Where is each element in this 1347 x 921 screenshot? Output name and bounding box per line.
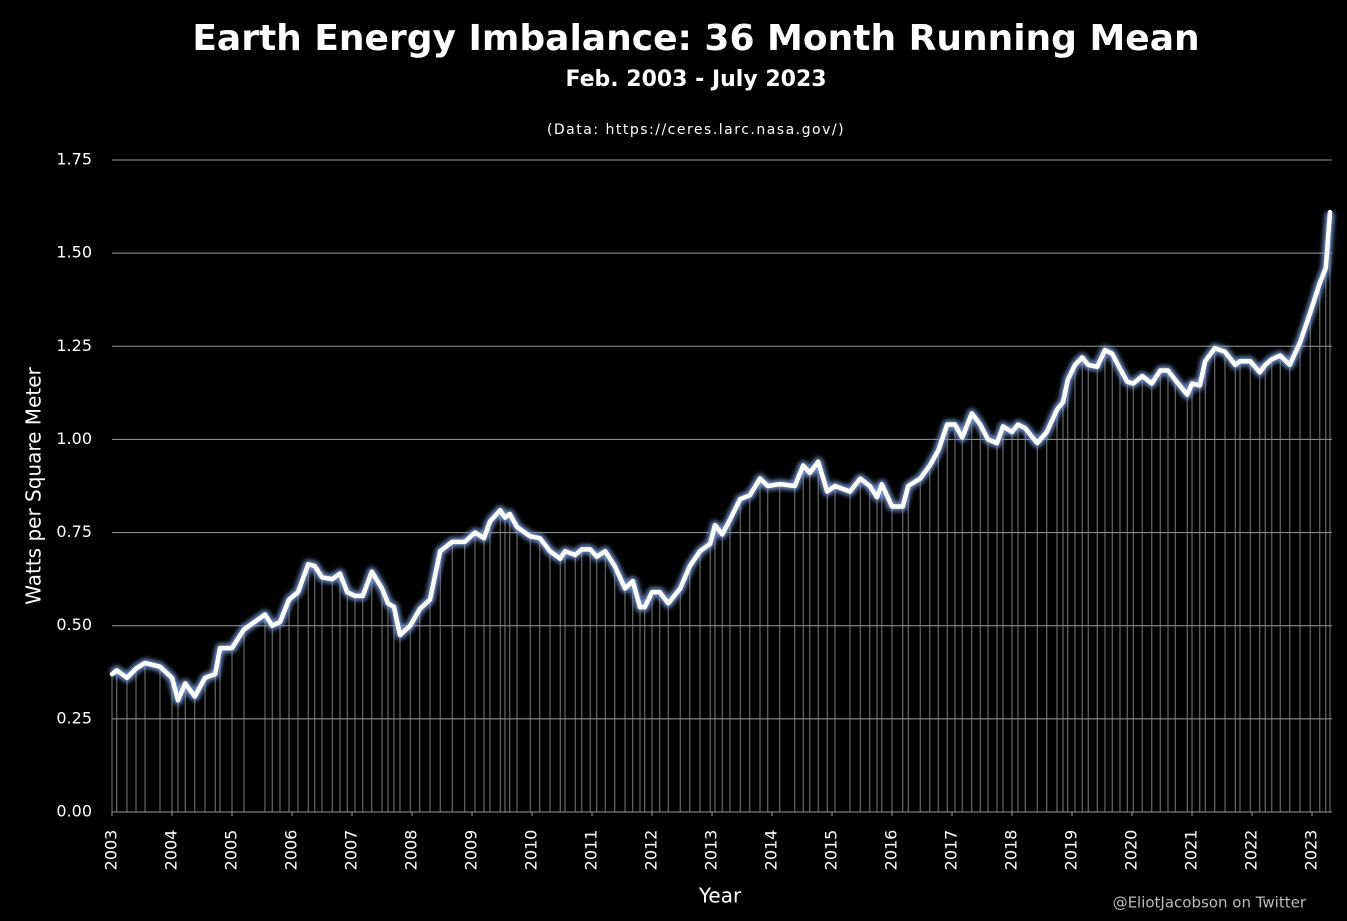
x-tick-label: 2009 bbox=[462, 830, 481, 871]
credit: @EliotJacobson on Twitter bbox=[1113, 894, 1307, 912]
source-note: (Data: https://ceres.larc.nasa.gov/) bbox=[547, 122, 845, 138]
y-tick-label: 0.75 bbox=[56, 522, 92, 541]
x-tick-label: 2013 bbox=[702, 830, 721, 871]
y-axis-label: Watts per Square Meter bbox=[22, 366, 46, 604]
chart-subtitle: Feb. 2003 - July 2023 bbox=[565, 67, 826, 92]
x-tick-label: 2011 bbox=[582, 830, 601, 871]
y-tick-label: 1.25 bbox=[56, 336, 92, 355]
x-tick-label: 2007 bbox=[342, 830, 361, 871]
x-tick-label: 2022 bbox=[1242, 830, 1261, 871]
y-tick-label: 1.00 bbox=[56, 429, 92, 448]
x-tick-label: 2012 bbox=[642, 830, 661, 871]
x-tick-label: 2005 bbox=[222, 830, 241, 871]
y-tick-label: 0.25 bbox=[56, 708, 92, 727]
x-tick-label: 2003 bbox=[102, 830, 121, 871]
y-tick-label: 1.50 bbox=[56, 243, 92, 262]
x-tick-label: 2008 bbox=[402, 830, 421, 871]
y-tick-label: 0.50 bbox=[56, 615, 92, 634]
x-tick-label: 2019 bbox=[1062, 830, 1081, 871]
x-tick-label: 2021 bbox=[1182, 830, 1201, 871]
x-tick-label: 2020 bbox=[1122, 830, 1141, 871]
x-tick-label: 2010 bbox=[522, 830, 541, 871]
x-tick-label: 2016 bbox=[882, 830, 901, 871]
x-tick-label: 2017 bbox=[942, 830, 961, 871]
plot-area: 0.00 0.25 0.50 0.75 1.00 1.25 1.50 1.75 2003 2004… bbox=[56, 150, 1335, 871]
x-tick-label: 2023 bbox=[1302, 830, 1321, 871]
data-line bbox=[109, 209, 1333, 703]
chart-title: Earth Energy Imbalance: 36 Month Running… bbox=[192, 18, 1199, 59]
x-tick-label: 2006 bbox=[282, 830, 301, 871]
x-axis-label: Year bbox=[698, 884, 742, 908]
x-tick-label: 2014 bbox=[762, 830, 781, 871]
y-tick-label: 1.75 bbox=[56, 150, 92, 169]
x-tick-label: 2015 bbox=[822, 830, 841, 871]
x-tick-label: 2018 bbox=[1002, 830, 1021, 871]
x-tick-label: 2004 bbox=[162, 830, 181, 871]
y-tick-label: 0.00 bbox=[56, 802, 92, 821]
